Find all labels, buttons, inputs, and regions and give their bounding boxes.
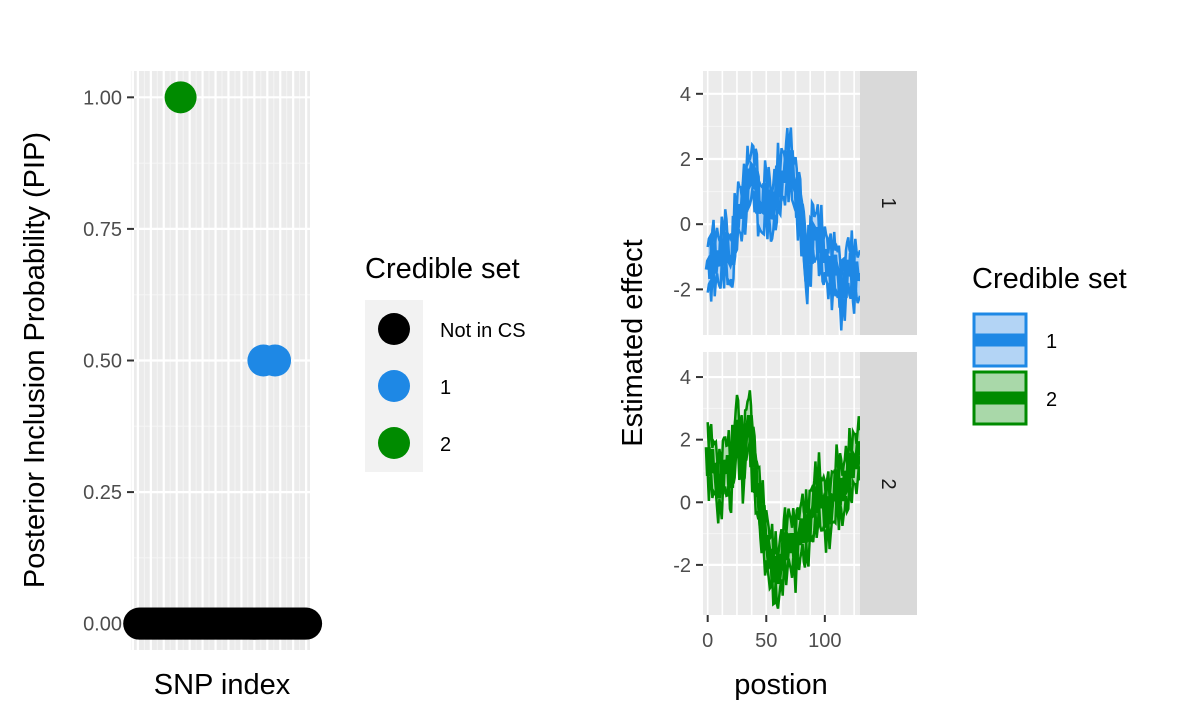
pip-legend-label-set-2: 2 bbox=[440, 434, 451, 456]
facet-y-tick-label: 0 bbox=[680, 492, 691, 514]
effect-plot: -2 0 2 4 1 -2 0 2 4 2 0 50 100 postion Estimated… bbox=[617, 71, 917, 701]
pip-y-axis-title: Posterior Inclusion Probability (PIP) bbox=[19, 132, 51, 588]
pip-x-axis-title: SNP index bbox=[154, 669, 291, 701]
pip-point-set-1 bbox=[259, 344, 292, 377]
effect-x-tick-label: 0 bbox=[702, 630, 713, 652]
effect-x-axis-title: postion bbox=[734, 669, 828, 701]
facet-y-tick-label: 2 bbox=[680, 149, 691, 171]
pip-y-tick-label: 0.00 bbox=[83, 614, 122, 636]
effect-legend-label-set-2: 2 bbox=[1046, 389, 1057, 411]
facet-1-y-axis: -2 0 2 4 bbox=[673, 84, 703, 301]
pip-point-set-2 bbox=[164, 81, 197, 114]
pip-y-tick-label: 0.25 bbox=[83, 482, 122, 504]
facet-y-tick-label: 4 bbox=[680, 84, 691, 106]
pip-y-tick-label: 1.00 bbox=[83, 87, 122, 109]
facet-2-strip-label: 2 bbox=[877, 478, 899, 489]
pip-plot: 0.00 0.25 0.50 0.75 1.00 SNP index Posterior… bbox=[19, 71, 323, 701]
facet-y-tick-label: -2 bbox=[673, 555, 691, 577]
pip-point-not-in-cs bbox=[290, 607, 323, 640]
pip-legend-key-set-2 bbox=[378, 427, 410, 459]
effect-x-axis: 0 50 100 bbox=[702, 615, 842, 652]
pip-y-tick-label: 0.50 bbox=[83, 351, 122, 373]
pip-legend-label-set-1: 1 bbox=[440, 377, 451, 399]
pip-legend-title: Credible set bbox=[365, 253, 520, 285]
effect-legend: Credible set 1 2 bbox=[972, 263, 1127, 426]
pip-points bbox=[123, 81, 323, 640]
pip-legend-key-not-in-cs bbox=[378, 313, 410, 345]
facet-2-series bbox=[704, 390, 863, 609]
facet-series-line bbox=[704, 150, 863, 308]
facet-1-strip bbox=[860, 71, 917, 335]
pip-y-tick-label: 0.75 bbox=[83, 219, 122, 241]
facet-y-tick-label: 4 bbox=[680, 367, 691, 389]
facet-2-y-axis: -2 0 2 4 bbox=[673, 367, 703, 577]
effect-legend-title: Credible set bbox=[972, 263, 1127, 295]
facet-y-tick-label: 0 bbox=[680, 214, 691, 236]
effect-x-tick-label: 100 bbox=[808, 630, 841, 652]
effect-y-axis-title: Estimated effect bbox=[617, 239, 649, 446]
facet-series-line bbox=[704, 414, 863, 586]
effect-facet-2: -2 0 2 4 2 bbox=[673, 352, 917, 615]
facet-y-tick-label: 2 bbox=[680, 430, 691, 452]
pip-legend: Credible set Not in CS 1 2 bbox=[365, 253, 526, 472]
effect-facet-1: -2 0 2 4 1 bbox=[673, 71, 917, 335]
pip-y-axis: 0.00 0.25 0.50 0.75 1.00 bbox=[83, 87, 134, 636]
pip-legend-key-set-1 bbox=[378, 370, 410, 402]
effect-x-tick-label: 50 bbox=[755, 630, 777, 652]
facet-1-series bbox=[704, 127, 863, 331]
pip-legend-label-not-in-cs: Not in CS bbox=[440, 320, 526, 342]
facet-1-strip-label: 1 bbox=[877, 197, 899, 208]
effect-legend-label-set-1: 1 bbox=[1046, 331, 1057, 353]
facet-y-tick-label: -2 bbox=[673, 279, 691, 301]
facet-2-strip bbox=[860, 352, 917, 615]
